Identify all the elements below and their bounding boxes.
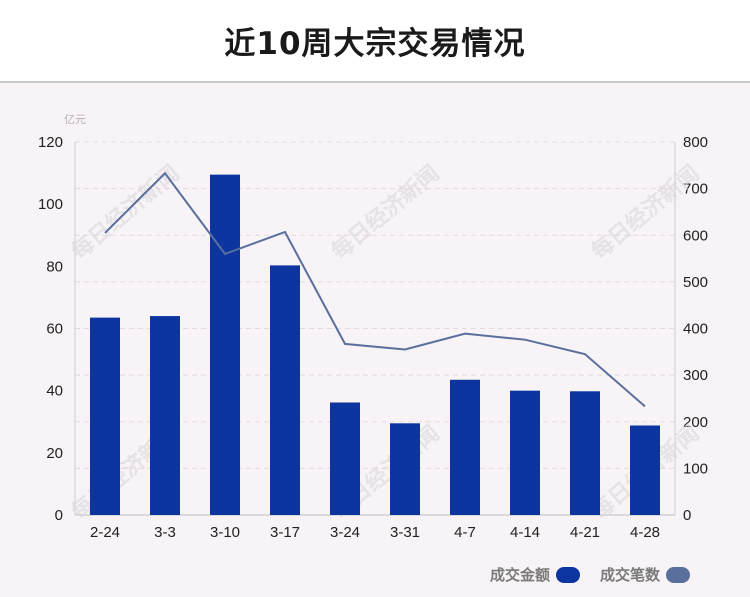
y-left-tick-label: 80 xyxy=(46,258,63,275)
legend-swatch-count xyxy=(666,567,690,583)
y-left-tick-label: 20 xyxy=(46,445,63,462)
bar xyxy=(510,391,540,515)
y-right-tick-label: 0 xyxy=(683,507,691,524)
title-bar: 近10周大宗交易情况 xyxy=(0,0,750,83)
chart-title: 近10周大宗交易情况 xyxy=(224,18,525,63)
bar xyxy=(570,391,600,515)
x-tick-label: 4-14 xyxy=(510,524,540,541)
x-tick-label: 3-31 xyxy=(390,524,420,541)
watermark-text: 每日经济新闻 xyxy=(327,160,444,264)
x-tick-label: 3-3 xyxy=(154,524,176,541)
bar xyxy=(150,316,180,515)
x-tick-label: 4-28 xyxy=(630,524,660,541)
bar xyxy=(390,423,420,515)
x-tick-label: 3-24 xyxy=(330,524,360,541)
legend-swatch-amount xyxy=(556,567,580,583)
bar xyxy=(630,425,660,515)
y-right-tick-label: 400 xyxy=(683,321,708,338)
y-left-tick-label: 40 xyxy=(46,383,63,400)
bar xyxy=(270,265,300,515)
legend-label-amount: 成交金额 xyxy=(490,564,550,585)
x-tick-label: 3-17 xyxy=(270,524,300,541)
x-tick-label: 4-21 xyxy=(570,524,600,541)
y-right-tick-label: 500 xyxy=(683,274,708,291)
legend-label-count: 成交笔数 xyxy=(600,564,660,585)
y-left-tick-label: 100 xyxy=(38,196,63,213)
y-right-tick-label: 300 xyxy=(683,367,708,384)
x-tick-label: 4-7 xyxy=(454,524,476,541)
bar xyxy=(90,318,120,515)
y-left-tick-label: 60 xyxy=(46,321,63,338)
y-left-unit-label: 亿元 xyxy=(64,113,86,126)
legend-item-count: 成交笔数 xyxy=(600,564,690,585)
y-left-tick-label: 120 xyxy=(38,134,63,151)
bar xyxy=(210,175,240,515)
legend: 成交金额 成交笔数 xyxy=(480,564,690,585)
bar xyxy=(330,402,360,515)
legend-item-amount: 成交金额 xyxy=(490,564,580,585)
y-left-tick-label: 0 xyxy=(55,507,63,524)
y-right-tick-label: 100 xyxy=(683,460,708,477)
x-tick-label: 3-10 xyxy=(210,524,240,541)
x-tick-label: 2-24 xyxy=(90,524,120,541)
bar xyxy=(450,380,480,515)
y-right-tick-label: 800 xyxy=(683,134,708,151)
combo-chart: 0204060801001200100200300400500600700800… xyxy=(0,83,750,593)
y-right-tick-label: 600 xyxy=(683,227,708,244)
watermark-text: 每日经济新闻 xyxy=(587,160,704,264)
